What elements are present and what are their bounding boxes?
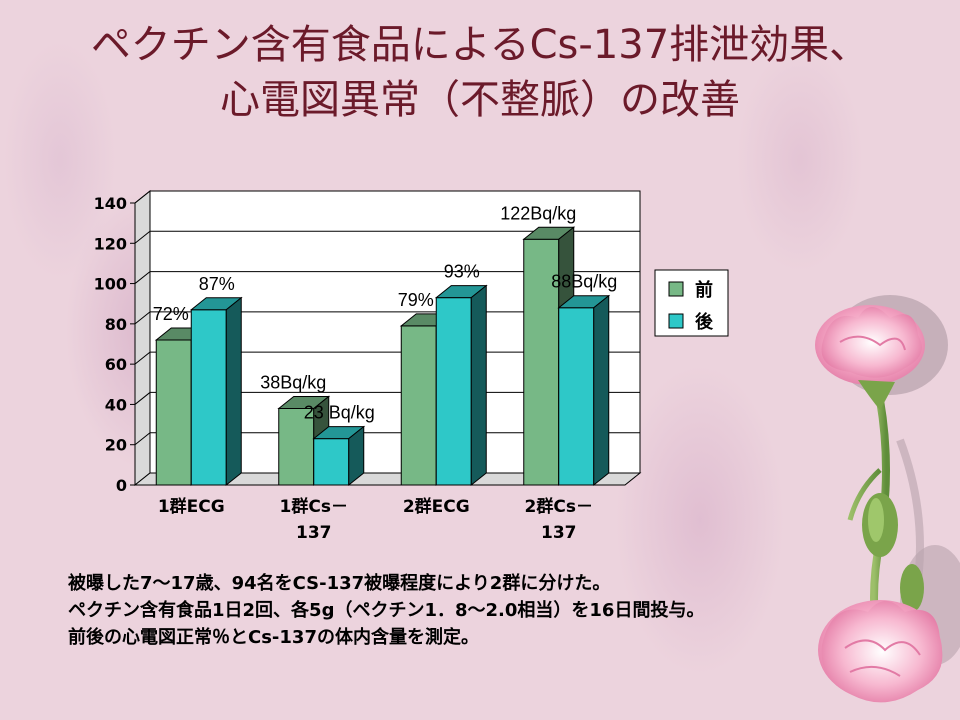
gridline bbox=[134, 230, 640, 244]
data-label: 38Bq/kg bbox=[260, 372, 326, 392]
chart-legend: 前後 bbox=[654, 269, 729, 337]
y-tick-label: 80 bbox=[105, 315, 127, 334]
bar bbox=[557, 294, 611, 487]
note-line-1: 被曝した7～17歳、94名をCS-137被曝程度により2群に分けた。 bbox=[68, 573, 611, 594]
legend-label: 前 bbox=[695, 279, 713, 301]
y-tick-label: 40 bbox=[105, 395, 127, 414]
y-tick-label: 0 bbox=[116, 476, 127, 495]
x-tick-label: 2群ECG bbox=[403, 496, 470, 517]
bar-front bbox=[278, 407, 315, 486]
data-label: 79% bbox=[398, 290, 434, 310]
bar bbox=[189, 296, 243, 487]
bar-front bbox=[435, 297, 472, 486]
y-tick-label: 100 bbox=[94, 275, 127, 294]
slide-title: ペクチン含有食品によるCs-137排泄効果、 心電図異常（不整脈）の改善 bbox=[0, 18, 960, 128]
x-tick-label: 1群Cs－ bbox=[280, 496, 348, 517]
legend-label: 後 bbox=[695, 311, 714, 333]
data-label: 93% bbox=[444, 262, 480, 282]
x-tick-label: 2群Cs－ bbox=[525, 496, 593, 517]
title-line-2: 心電図異常（不整脈）の改善 bbox=[220, 77, 740, 123]
data-label: 23 Bq/kg bbox=[304, 403, 375, 423]
chart-tick-labels: 0 20 40 60 80 100 120 140 1群ECG 1群Cs－ 137 2群ECG 2群Cs… bbox=[94, 194, 593, 543]
bar-side bbox=[593, 294, 610, 487]
note-line-2: ペクチン含有食品1日2回、各5g（ペクチン1．8～2.0相当）を16日間投与。 bbox=[68, 600, 705, 621]
y-tick-label: 20 bbox=[105, 436, 127, 455]
bar-front bbox=[400, 325, 437, 486]
bar-front bbox=[523, 238, 560, 486]
x-tick-label: 137 bbox=[296, 523, 332, 543]
y-tick-label: 120 bbox=[94, 234, 127, 253]
legend-box bbox=[654, 269, 729, 337]
bar-front bbox=[313, 438, 350, 486]
bar-front bbox=[190, 309, 227, 486]
legend-swatch bbox=[668, 313, 684, 329]
bar-side bbox=[470, 284, 487, 487]
bar-side bbox=[348, 425, 365, 487]
bar-front bbox=[155, 339, 192, 486]
bar-front bbox=[558, 307, 595, 486]
data-label: 122Bq/kg bbox=[500, 203, 576, 223]
bar bbox=[312, 425, 366, 487]
data-label: 88Bq/kg bbox=[551, 272, 617, 292]
y-tick-label: 60 bbox=[105, 355, 127, 374]
x-tick-label: 1群ECG bbox=[158, 496, 225, 517]
notes: 被曝した7～17歳、94名をCS-137被曝程度により2群に分けた。 ペクチン含… bbox=[68, 570, 704, 651]
chart-side-wall bbox=[134, 189, 151, 487]
title-line-1: ペクチン含有食品によるCs-137排泄効果、 bbox=[90, 22, 870, 68]
data-label: 87% bbox=[199, 274, 235, 294]
bar bbox=[434, 284, 488, 487]
x-tick-label: 137 bbox=[541, 523, 577, 543]
chart-bars bbox=[154, 226, 611, 487]
chart-data-labels: 72% 87% 38Bq/kg 23 Bq/kg 79% 93% 122Bq/kg 88Bq/… bbox=[153, 203, 618, 422]
y-tick-label: 140 bbox=[94, 194, 127, 213]
note-line-3: 前後の心電図正常％とCs-137の体内含量を測定。 bbox=[68, 627, 479, 648]
gridline bbox=[134, 190, 640, 204]
data-label: 72% bbox=[153, 304, 189, 324]
gridline bbox=[134, 271, 640, 284]
legend-swatch bbox=[668, 281, 684, 297]
bar-side bbox=[225, 296, 242, 487]
